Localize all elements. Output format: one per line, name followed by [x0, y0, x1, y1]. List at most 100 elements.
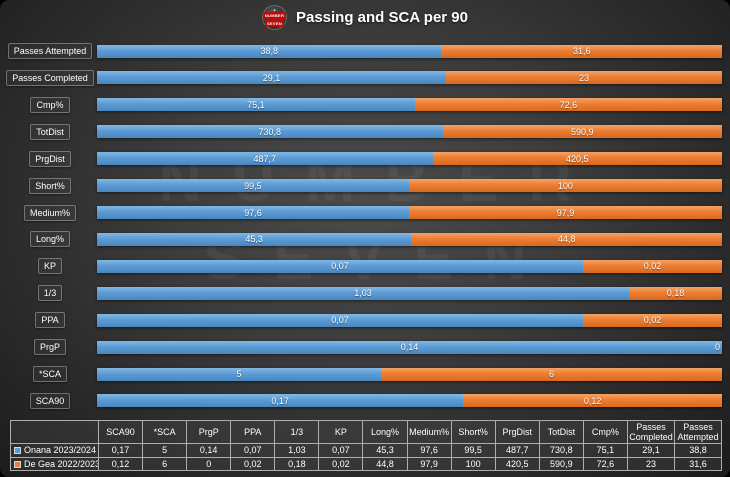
- stacked-bar: 0,07 0,02: [97, 313, 722, 327]
- table-value-cell: 23: [627, 456, 675, 472]
- bar-value-label: 1,03: [354, 288, 372, 299]
- bar-segment-blue: 487,7: [97, 152, 433, 166]
- table-value-cell: 97,9: [406, 456, 452, 472]
- legend-swatch-icon: [14, 447, 21, 455]
- category-label: TotDist: [30, 123, 70, 140]
- table-value-cell: 590,9: [538, 456, 584, 472]
- bar-value-label: 100: [557, 180, 573, 191]
- series-name-cell: Onana 2023/2024: [10, 443, 99, 458]
- bar-segment-blue: 99,5: [97, 179, 409, 193]
- bar-value-label: 6: [549, 369, 555, 380]
- table-value-cell: 44,8: [362, 456, 408, 472]
- chart-row-sca: *SCA 5 6: [8, 363, 722, 385]
- chart-row-sca90: SCA90 0,17 0,12: [8, 390, 722, 412]
- category-label: SCA90: [29, 392, 71, 409]
- category-label-box: 1/3: [8, 285, 92, 302]
- bar-value-label: 75,1: [247, 99, 265, 110]
- bar-value-label: 0,07: [331, 261, 349, 272]
- table-value-cell: 487,7: [494, 443, 540, 458]
- table-header-totdist: TotDist: [538, 419, 584, 445]
- table-value-cell: 0,17: [97, 443, 144, 458]
- table-value-cell: 5: [142, 443, 188, 458]
- bar-value-label: 0,12: [583, 395, 602, 406]
- category-label-box: Passes Completed: [6, 69, 94, 86]
- table-value-cell: 99,5: [450, 443, 496, 458]
- table-value-cell: 420,5: [494, 456, 540, 472]
- table-value-cell: 72,6: [582, 456, 629, 472]
- stacked-bar: 29,1 23: [97, 71, 722, 85]
- table-header-kp: KP: [318, 419, 364, 445]
- category-label-box: Passes Attempted: [7, 43, 93, 59]
- bar-value-label: 5: [236, 369, 242, 380]
- bar-segment-orange: 420,5: [432, 152, 722, 166]
- category-label: PPA: [35, 312, 65, 329]
- bar-value-label: 0,07: [331, 315, 349, 326]
- table-header-1-3: 1/3: [274, 419, 320, 445]
- category-label: *SCA: [32, 366, 67, 383]
- table-value-cell: 0,18: [274, 456, 320, 472]
- category-label: Cmp%: [30, 96, 70, 113]
- number-seven-logo-icon: ▲ NUMBER SEVEN: [261, 5, 287, 30]
- category-label-box: KP: [8, 258, 92, 275]
- table-header-short: Short%: [450, 419, 496, 445]
- table-header-prgdist: PrgDist: [494, 419, 540, 445]
- chart-row-kp: KP 0,07 0,02: [8, 255, 722, 277]
- bar-segment-orange: 0,02: [583, 259, 722, 273]
- bar-value-label: 0,18: [666, 288, 685, 299]
- legend-data-table: SCA90 *SCA PrgP PPA 1/3 KP Long% Medium% Short% P…: [10, 419, 722, 472]
- chart-row-medium: Medium% 97,6 97,9: [8, 202, 722, 224]
- chart-row-short: Short% 99,5 100: [8, 175, 722, 197]
- stacked-bar: 38,8 31,6: [97, 44, 722, 58]
- bar-segment-orange: 6: [381, 367, 722, 381]
- legend-swatch-icon: [14, 460, 21, 468]
- table-value-cell: 45,3: [362, 443, 408, 458]
- category-label-box: PPA: [8, 312, 92, 329]
- chart-row-prgp: PrgP 0,14 0: [8, 336, 722, 358]
- bar-segment-orange: 44,8: [411, 232, 722, 246]
- bar-segment-orange: 0,12: [463, 394, 722, 408]
- series-name-cell: De Gea 2022/2023: [10, 456, 99, 472]
- category-label: Long%: [29, 231, 71, 248]
- bar-value-label: 590,9: [571, 126, 594, 137]
- bar-segment-orange: 590,9: [442, 125, 722, 139]
- table-value-cell: 6: [142, 456, 188, 472]
- stacked-bar: 0,14 0: [97, 340, 722, 354]
- category-label: Short%: [29, 177, 71, 194]
- stacked-bar: 97,6 97,9: [97, 206, 722, 220]
- stacked-bar: 0,17 0,12: [97, 394, 722, 408]
- bar-segment-blue: 0,07: [97, 313, 584, 327]
- bar-segment-blue: 45,3: [97, 232, 412, 246]
- bar-segment-orange: 97,9: [409, 206, 722, 220]
- table-header-sca: *SCA: [142, 419, 188, 445]
- bar-value-label: 97,9: [556, 207, 575, 218]
- table-value-cell: 38,8: [674, 443, 722, 458]
- chart-row-prgdist: PrgDist 487,7 420,5: [8, 148, 722, 170]
- bar-value-label: 38,8: [260, 46, 278, 56]
- bar-value-label: 487,7: [253, 153, 277, 164]
- table-header-cmp: Cmp%: [582, 419, 629, 445]
- bar-segment-blue: 0,07: [97, 259, 584, 273]
- chart-row-totdist: TotDist 730,8 590,9: [8, 121, 722, 143]
- table-value-cell: 1,03: [274, 443, 320, 458]
- table-header-passes-completed: Passes Completed: [627, 419, 675, 445]
- table-corner-cell: [10, 419, 99, 445]
- table-row-onana-2023-2024: Onana 2023/2024 0,17 5 0,14 0,07 1,03 0,07 45,3…: [10, 443, 722, 458]
- category-label-box: TotDist: [8, 123, 92, 140]
- category-label-box: PrgP: [8, 339, 92, 356]
- bar-segment-blue: 75,1: [97, 98, 415, 112]
- category-label-box: *SCA: [8, 366, 92, 383]
- logo-text-line1: NUMBER: [262, 12, 287, 20]
- chart-row-passes-attempted: Passes Attempted 38,8 31,6: [7, 40, 722, 62]
- bar-value-label: 44,8: [557, 234, 576, 245]
- table-value-cell: 0: [186, 456, 232, 472]
- bar-value-label: 45,3: [245, 234, 263, 245]
- category-label: 1/3: [37, 285, 63, 302]
- bar-segment-blue: 5: [97, 367, 382, 381]
- bar-segment-orange: 23: [446, 71, 722, 85]
- chart-title: Passing and SCA per 90: [295, 9, 468, 26]
- table-header-medium: Medium%: [406, 419, 452, 445]
- bar-segment-orange: 0,18: [629, 286, 722, 300]
- category-label: Medium%: [23, 204, 76, 221]
